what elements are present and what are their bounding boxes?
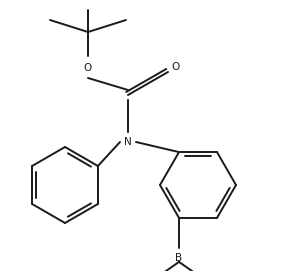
Text: O: O: [84, 63, 92, 73]
Text: B: B: [176, 253, 183, 263]
Text: O: O: [172, 62, 180, 72]
Text: N: N: [124, 137, 132, 147]
